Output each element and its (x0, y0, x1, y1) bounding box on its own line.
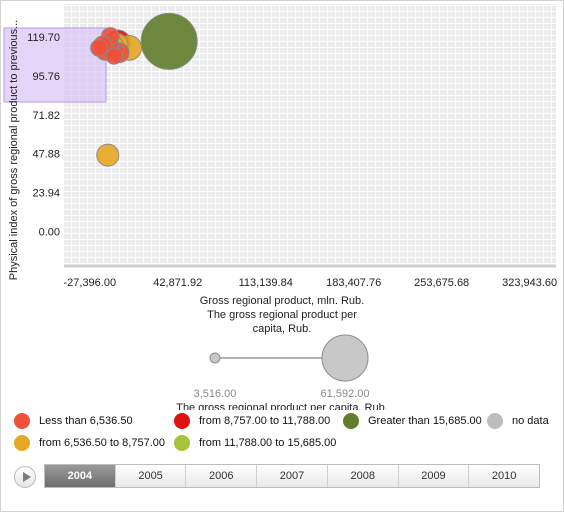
legend-item-6536-8757: from 6,536.50 to 8,757.00 (14, 435, 165, 451)
size-legend: 3,516.00 61,592.00 The gross regional pr… (176, 334, 388, 410)
bubble-chart: 119.70 95.76 71.82 47.88 23.94 0.00 -27,396.0… (3, 4, 557, 410)
year-2004-tab[interactable]: 2004 (45, 465, 116, 487)
x-axis-label-secondary-1: The gross regional product per (207, 309, 357, 321)
legend-item-greater-than: Greater than 15,685.00 (343, 413, 482, 429)
legend-dot (14, 435, 30, 451)
y-tick-label: 47.88 (32, 149, 60, 161)
legend-label: from 8,757.00 to 11,788.00 (199, 415, 331, 427)
year-2007-tab[interactable]: 2007 (257, 465, 328, 487)
bubble[interactable] (105, 47, 123, 65)
size-legend-max-label: 61,592.00 (321, 388, 370, 400)
year-2010-tab[interactable]: 2010 (491, 470, 517, 482)
y-tick-label: 119.70 (27, 32, 60, 44)
x-tick-label: 323,943.60 (502, 277, 557, 289)
legend-label: from 6,536.50 to 8,757.00 (39, 437, 165, 449)
y-axis-label: Physical index of gross regional product… (8, 20, 20, 280)
x-axis-ticks: -27,396.00 42,871.92 113,139.84 183,407.76 2… (63, 277, 557, 289)
x-tick-label: 113,139.84 (239, 277, 293, 289)
year-selector: 2004 2005 2006 2007 2008 2009 2010 (44, 464, 540, 488)
x-tick-label: 183,407.76 (326, 277, 381, 289)
x-tick-label: 42,871.92 (153, 277, 202, 289)
year-2009-tab[interactable]: 2009 (399, 465, 470, 487)
color-legend: Less than 6,536.50 from 8,757.00 to 11,7… (14, 411, 559, 455)
legend-item-8757-11788: from 8,757.00 to 11,788.00 (174, 413, 330, 429)
bubbles (90, 12, 198, 167)
legend-dot (343, 413, 359, 429)
y-axis-ticks: 119.70 95.76 71.82 47.88 23.94 0.00 (27, 32, 60, 239)
legend-label: Less than 6,536.50 (39, 415, 133, 427)
legend-item-less-than: Less than 6,536.50 (14, 413, 133, 429)
size-legend-title: The gross regional product per capita, R… (176, 402, 388, 410)
legend-dot (487, 413, 503, 429)
x-axis-label-secondary-2: capita, Rub. (253, 323, 312, 335)
y-tick-label: 95.76 (32, 71, 60, 83)
zoom-selection (3, 27, 107, 103)
bubble[interactable] (96, 143, 120, 167)
legend-label: no data (512, 415, 549, 427)
year-2005-tab[interactable]: 2005 (116, 465, 187, 487)
y-tick-label: 23.94 (32, 188, 60, 200)
play-button[interactable] (14, 466, 36, 488)
x-tick-label: 253,675.68 (414, 277, 469, 289)
size-legend-min-label: 3,516.00 (194, 388, 237, 400)
year-timeline: 2004 2005 2006 2007 2008 2009 2010 (14, 464, 540, 490)
bubble[interactable] (90, 38, 108, 57)
legend-dot (174, 435, 190, 451)
legend-dot (174, 413, 190, 429)
year-2008-tab[interactable]: 2008 (328, 465, 399, 487)
x-axis-label: Gross regional product, mln. Rub. (200, 295, 364, 307)
size-legend-max-circle (321, 334, 369, 382)
bubble[interactable] (140, 12, 198, 70)
year-2006-tab[interactable]: 2006 (186, 465, 258, 487)
legend-item-11788-15685: from 11,788.00 to 15,685.00 (174, 435, 336, 451)
y-tick-label: 71.82 (32, 110, 60, 122)
legend-label: from 11,788.00 to 15,685.00 (199, 437, 337, 449)
legend-item-no-data: no data (487, 413, 549, 429)
legend-label: Greater than 15,685.00 (368, 415, 482, 427)
y-tick-label: 0.00 (39, 227, 60, 239)
size-legend-min-circle (209, 352, 221, 364)
x-tick-label: -27,396.00 (63, 277, 116, 289)
legend-dot (14, 413, 30, 429)
